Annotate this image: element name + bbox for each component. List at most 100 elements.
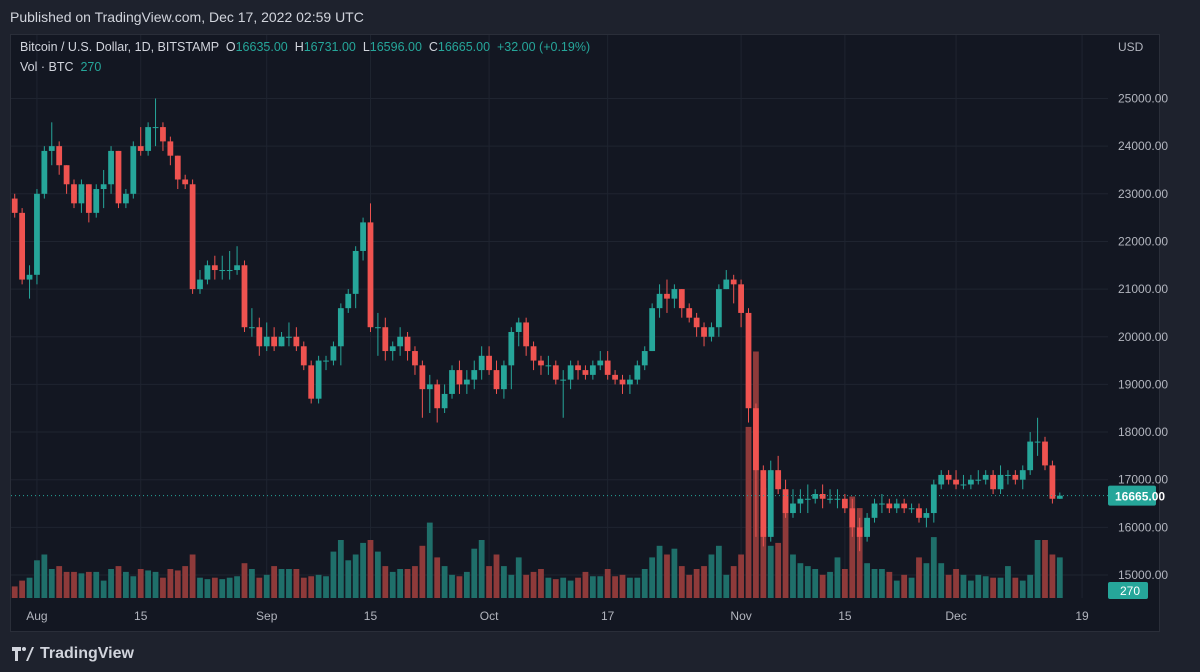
volume-bar xyxy=(85,571,92,598)
volume-bar xyxy=(1019,580,1026,598)
volume-bar xyxy=(723,574,730,598)
tradingview-footer[interactable]: TradingView xyxy=(12,640,134,668)
volume-bar xyxy=(463,571,470,598)
candle xyxy=(1042,436,1048,471)
candle xyxy=(864,513,870,542)
candle-body xyxy=(293,336,300,347)
candle xyxy=(375,312,381,356)
candle-body xyxy=(678,289,685,309)
volume-bar xyxy=(953,569,959,598)
volume-bar xyxy=(412,566,418,598)
chart-panel[interactable] xyxy=(10,34,1160,632)
candle xyxy=(523,317,530,356)
volume-bar xyxy=(93,571,100,598)
price-tick-label: 15000.00 xyxy=(1118,568,1168,582)
volume-bar xyxy=(278,569,285,598)
candle-body xyxy=(263,336,270,347)
volume-bar xyxy=(145,570,152,598)
volume-bar xyxy=(204,579,211,598)
legend-row-price: Bitcoin / U.S. Dollar, 1D, BITSTAMP O166… xyxy=(20,40,590,54)
candle-body xyxy=(982,474,989,480)
candle-body xyxy=(686,308,693,318)
volume-bar xyxy=(567,580,574,598)
candle xyxy=(582,365,589,380)
candle-body xyxy=(249,327,255,329)
candle-body xyxy=(78,184,85,204)
candle xyxy=(271,327,278,352)
volume-bar xyxy=(664,554,670,598)
volume-bar xyxy=(449,574,455,598)
candle-body xyxy=(1042,441,1048,466)
candle xyxy=(508,327,515,390)
candle xyxy=(575,360,581,380)
candle xyxy=(619,374,626,394)
candle xyxy=(115,150,122,209)
volume-bar xyxy=(63,571,70,598)
candle-body xyxy=(849,508,856,528)
candle xyxy=(693,312,700,337)
candle-body xyxy=(893,503,900,509)
candle xyxy=(219,255,226,280)
volume-bar xyxy=(1027,574,1034,598)
volume-bar xyxy=(78,573,85,598)
volume-bar xyxy=(1005,566,1011,598)
candle xyxy=(1012,470,1019,485)
candle xyxy=(241,260,248,332)
candle-body xyxy=(819,493,826,499)
volume-label[interactable]: Vol · BTC xyxy=(20,60,74,74)
candle xyxy=(960,474,967,490)
candle xyxy=(360,217,366,261)
candle-body xyxy=(530,346,537,361)
candle xyxy=(48,122,55,166)
volume-bar xyxy=(849,496,856,598)
candle xyxy=(730,274,737,304)
candle-body xyxy=(834,498,841,500)
candle xyxy=(753,403,759,537)
volume-bar xyxy=(456,576,463,598)
candle xyxy=(226,250,233,280)
candle xyxy=(819,484,826,509)
volume-bar xyxy=(552,579,559,598)
symbol-label[interactable]: Bitcoin / U.S. Dollar, 1D, BITSTAMP xyxy=(20,40,219,54)
candle-body xyxy=(1034,441,1041,443)
volume-bar xyxy=(478,540,485,598)
volume-bar xyxy=(34,560,40,598)
candle-body xyxy=(656,293,663,309)
candle xyxy=(901,498,908,514)
candle xyxy=(612,370,618,385)
volume-bar xyxy=(827,571,833,598)
candle xyxy=(434,379,441,423)
volume-bar xyxy=(152,571,159,598)
candle-body xyxy=(723,279,730,290)
volume-bar xyxy=(738,554,744,598)
candle-body xyxy=(449,370,455,394)
volume-bar xyxy=(641,569,648,598)
candle xyxy=(597,351,604,371)
candle-body xyxy=(189,184,196,290)
close-label: C xyxy=(428,40,438,54)
volume-bar xyxy=(108,569,114,598)
candle xyxy=(345,289,352,313)
candle-body xyxy=(1027,441,1034,471)
volume-bar xyxy=(938,563,945,598)
candle-body xyxy=(738,284,744,313)
candle-body xyxy=(167,141,174,156)
low-label: L xyxy=(362,40,370,54)
volume-bar xyxy=(19,580,26,598)
candle xyxy=(967,474,974,490)
volume-bar xyxy=(486,566,492,598)
candle-body xyxy=(471,370,478,380)
volume-bar xyxy=(352,554,359,598)
candle-body xyxy=(219,270,226,272)
candle xyxy=(130,141,137,199)
volume-bar xyxy=(197,577,203,598)
candle xyxy=(827,489,833,504)
volume-bar xyxy=(11,586,18,598)
candle-body xyxy=(308,365,315,399)
last-volume-badge xyxy=(1108,582,1148,599)
candle-body xyxy=(649,308,656,352)
candle-body xyxy=(93,189,100,213)
candle xyxy=(382,317,389,361)
candle xyxy=(1034,417,1041,456)
